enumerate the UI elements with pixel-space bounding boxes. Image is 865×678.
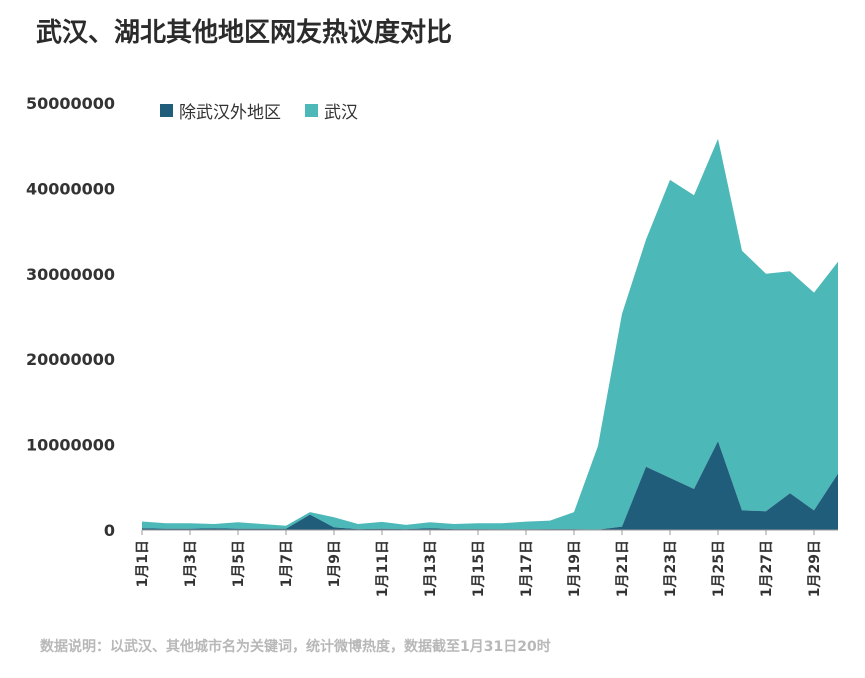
x-tick-label: 1月13日: [423, 540, 439, 597]
x-tick-label: 1月29日: [807, 540, 823, 597]
y-tick-label: 20000000: [26, 350, 115, 369]
y-tick-label: 10000000: [26, 436, 115, 455]
area-chart: 0 10000000 20000000 30000000 40000000 5000000…: [26, 94, 838, 597]
x-tick-label: 1月7日: [279, 540, 295, 587]
x-tick-label: 1月21日: [615, 540, 631, 597]
y-tick-label: 40000000: [26, 179, 115, 198]
series-area-other-regions: [142, 441, 838, 530]
x-tick-label: 1月19日: [567, 540, 583, 597]
x-tick-label: 1月9日: [327, 540, 343, 587]
legend: 除武汉外地区 武汉: [160, 98, 382, 123]
x-tick-label: 1月1日: [135, 540, 151, 587]
legend-label-wuhan: 武汉: [324, 103, 358, 123]
series-area-wuhan: [142, 138, 838, 530]
y-tick-label: 30000000: [26, 265, 115, 284]
x-tick-label: 1月25日: [711, 540, 727, 597]
legend-label-other-regions: 除武汉外地区: [179, 103, 281, 123]
x-tick-label: 1月23日: [663, 540, 679, 597]
chart-title: 武汉、湖北其他地区网友热议度对比: [36, 18, 453, 48]
x-tick-label: 1月11日: [375, 540, 391, 597]
legend-item-wuhan: 武汉: [305, 98, 358, 123]
legend-swatch-other-regions: [160, 104, 173, 117]
x-tick-label: 1月15日: [471, 540, 487, 597]
data-note: 数据说明：以武汉、其他城市名为关键词，统计微博热度，数据截至1月31日20时: [40, 639, 551, 655]
y-tick-label: 0: [104, 521, 115, 540]
y-tick-label: 50000000: [26, 94, 115, 113]
legend-swatch-wuhan: [305, 104, 318, 117]
x-tick-label: 1月17日: [519, 540, 535, 597]
x-tick-label: 1月5日: [231, 540, 247, 587]
x-tick-label: 1月27日: [759, 540, 775, 597]
x-tick-label: 1月3日: [183, 540, 199, 587]
legend-item-other-regions: 除武汉外地区: [160, 98, 281, 123]
